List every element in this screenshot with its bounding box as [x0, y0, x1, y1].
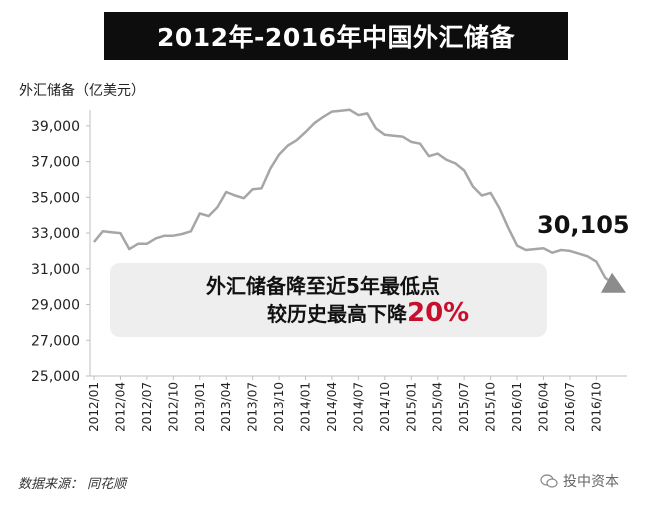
- x-tick-label: 2015/10: [484, 382, 498, 432]
- x-tick-label: 2013/07: [246, 382, 260, 432]
- callout-line-2: 较历史最高下降20%: [267, 298, 469, 328]
- x-tick-label: 2012/07: [140, 382, 154, 432]
- y-tick-label: 29,000: [31, 298, 80, 314]
- y-tick-label: 27,000: [31, 333, 80, 349]
- x-tick-label: 2015/01: [404, 382, 418, 432]
- y-tick-label: 33,000: [31, 226, 80, 242]
- x-tick-label: 2012/04: [113, 382, 127, 432]
- callout-line-2-text: 较历史最高下降: [267, 302, 407, 326]
- x-tick-label: 2013/04: [219, 382, 233, 432]
- x-tick-label: 2013/10: [272, 382, 286, 432]
- callout-line-1: 外汇储备降至近5年最低点: [206, 274, 440, 298]
- y-tick-label: 31,000: [31, 262, 80, 278]
- x-tick-label: 2016/04: [536, 382, 550, 432]
- y-ticks: 25,000 27,000 29,000 31,000 33,000 35,000 37,0…: [31, 119, 90, 385]
- x-tick-label: 2012/01: [87, 382, 101, 432]
- y-axis-label: 外汇储备（亿美元）: [19, 83, 145, 99]
- x-tick-label: 2014/07: [351, 382, 365, 432]
- watermark-text: 投中资本: [563, 474, 619, 490]
- x-tick-label: 2014/04: [325, 382, 339, 432]
- watermark: 投中资本: [540, 471, 619, 491]
- series: [93, 108, 626, 293]
- y-tick-label: 35,000: [31, 190, 80, 206]
- callout-percent: 20%: [407, 298, 470, 328]
- chart-title: 2012年-2016年中国外汇储备: [104, 12, 568, 60]
- source-note: 数据来源： 同花顺: [18, 477, 127, 492]
- y-tick-label: 39,000: [31, 119, 80, 135]
- x-tick-label: 2014/01: [299, 382, 313, 432]
- x-tick-label: 2016/07: [563, 382, 577, 432]
- last-value-label: 30,105: [537, 211, 630, 239]
- x-tick-label: 2016/10: [589, 382, 603, 432]
- x-tick-label: 2015/04: [431, 382, 445, 432]
- end-arrow-marker: [601, 272, 626, 293]
- y-tick-label: 25,000: [31, 369, 80, 385]
- y-tick-label: 37,000: [31, 155, 80, 171]
- x-tick-label: 2016/01: [510, 382, 524, 432]
- x-tick-label: 2013/01: [193, 382, 207, 432]
- wechat-icon: [540, 474, 558, 488]
- series-line: [93, 108, 615, 286]
- x-tick-label: 2015/07: [457, 382, 471, 432]
- x-ticks: 2012/01 2012/04 2012/07 2012/10 2013/01 2013/…: [87, 376, 603, 432]
- x-tick-label: 2014/10: [378, 382, 392, 432]
- callout-box: [110, 263, 547, 337]
- x-tick-label: 2012/10: [166, 382, 180, 432]
